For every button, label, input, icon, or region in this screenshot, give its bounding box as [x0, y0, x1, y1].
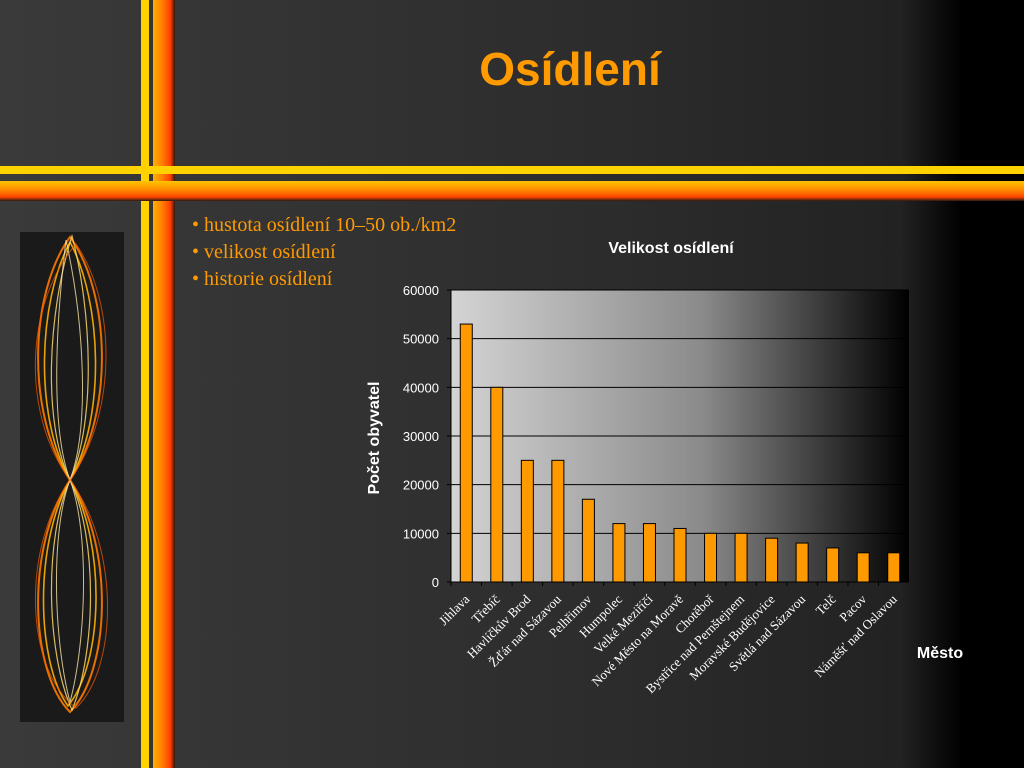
horizontal-yellow-stripe [0, 166, 1024, 174]
bar [734, 532, 748, 583]
bar [673, 527, 687, 583]
bar [856, 552, 870, 583]
horizontal-orange-stripe [0, 181, 1024, 201]
x-tick-label: Jihlava [436, 591, 473, 628]
y-tick-label: 50000 [403, 332, 439, 347]
bar [612, 523, 626, 583]
light-trail-image [20, 232, 124, 722]
bar [795, 542, 809, 583]
bullet-item: historie osídlení [192, 266, 456, 293]
y-tick-label: 30000 [403, 429, 439, 444]
bullet-list: hustota osídlení 10–50 ob./km2 velikost … [192, 212, 456, 293]
x-tick-label: Telč [812, 591, 838, 617]
bar [459, 323, 473, 583]
y-tick-label: 40000 [403, 380, 439, 395]
bar [520, 459, 534, 583]
y-tick-label: 60000 [403, 283, 439, 298]
y-tick-label: 0 [432, 575, 439, 590]
bar [887, 552, 901, 583]
figure-eight-light-icon [34, 233, 108, 714]
bar [642, 523, 656, 583]
y-axis-label: Počet obyvatel [366, 382, 383, 495]
bullet-item: velikost osídlení [192, 239, 456, 266]
slide-title: Osídlení [479, 43, 661, 95]
x-axis-label: Město [917, 645, 963, 662]
bar [581, 498, 595, 583]
chart-title: Velikost osídlení [608, 240, 734, 257]
bar [551, 459, 565, 583]
bullet-item: hustota osídlení 10–50 ob./km2 [192, 212, 456, 239]
y-tick-label: 10000 [403, 526, 439, 541]
bar [490, 386, 504, 583]
y-tick-label: 20000 [403, 478, 439, 493]
bar [826, 547, 840, 583]
vertical-yellow-stripe [141, 0, 149, 768]
bar [765, 537, 779, 583]
bar [704, 532, 718, 583]
y-axis-ticks: 0 10000 20000 30000 40000 50000 60000 [403, 283, 451, 590]
